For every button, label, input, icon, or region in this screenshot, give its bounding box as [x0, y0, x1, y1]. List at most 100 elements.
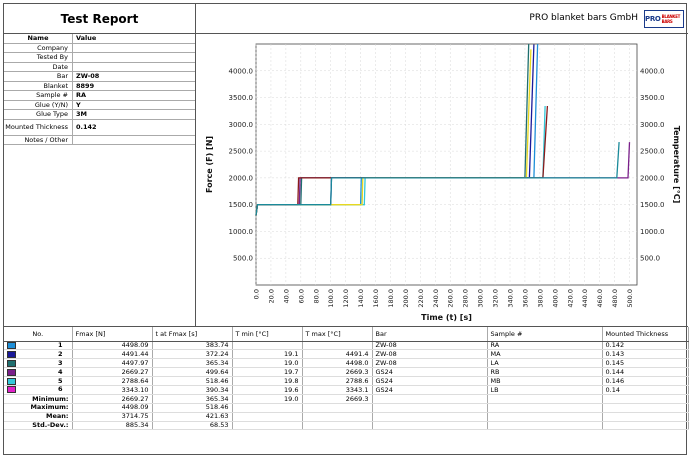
stat-fmax: 885.34	[72, 421, 153, 431]
info-panel-border	[4, 34, 196, 326]
cell-tmax: 3343.1	[302, 385, 373, 395]
table-row: 5 2788.64 518.46 19.8 2788.6 GS24 MB 0.146	[4, 376, 689, 386]
stat-fmax: 2669.27	[72, 394, 153, 404]
info-key: Glue Type	[4, 110, 73, 119]
info-value	[73, 136, 195, 145]
results-header-row: No. Fmax [N] t at Fmax [s] T min [°C] T max …	[4, 327, 689, 342]
y-tick-label: 1500.0	[229, 201, 254, 209]
cell-tfmax: 390.34	[152, 385, 233, 395]
row-number: 3	[57, 358, 63, 367]
x-tick-label: 120.0	[342, 289, 350, 308]
cell-bar: ZW-08	[372, 349, 488, 360]
cell-bar: GS24	[372, 367, 488, 378]
cell-bar: ZW-08	[372, 358, 488, 369]
cell-tmax	[302, 341, 373, 351]
y2-tick-label: 2500.0	[640, 148, 665, 156]
x-tick-label: 0.0	[253, 289, 261, 299]
report-title: Test Report	[4, 4, 196, 34]
x-tick-label: 340.0	[507, 289, 515, 308]
x-tick-label: 260.0	[447, 289, 455, 308]
cell-fmax: 4498.09	[72, 341, 153, 351]
info-key: Mounted Thickness	[4, 119, 73, 135]
stat-tfmax: 68.53	[152, 421, 233, 431]
info-row: Glue (Y/N) Y	[4, 100, 195, 110]
empty-cell	[487, 394, 603, 404]
cell-thick: 0.145	[602, 358, 689, 369]
info-row: Date	[4, 62, 195, 72]
info-row: Notes / Other	[4, 135, 195, 145]
x-tick-label: 40.0	[282, 289, 290, 303]
y-tick-label: 1000.0	[229, 228, 254, 236]
empty-cell	[487, 403, 603, 413]
cell-fmax: 4497.97	[72, 358, 153, 369]
results-col-header: T min [°C]	[232, 327, 303, 342]
series-swatch	[7, 350, 16, 358]
results-col-header: Mounted Thickness	[602, 327, 689, 342]
stat-tmin	[232, 421, 303, 431]
logo-text: PRO	[645, 15, 661, 23]
cell-fmax: 2788.64	[72, 376, 153, 386]
stat-tfmax: 421.63	[152, 412, 233, 422]
company-name: PRO blanket bars GmbH	[529, 13, 638, 23]
row-marker-cell: 1	[4, 341, 73, 351]
info-head-value: Value	[76, 34, 97, 43]
stat-label: Minimum:	[4, 394, 73, 404]
y2-tick-label: 1000.0	[640, 228, 665, 236]
stat-label: Mean:	[4, 412, 73, 422]
info-header-row: Name Value	[4, 34, 195, 44]
results-col-header: No.	[4, 327, 73, 342]
results-col-header: T max [°C]	[302, 327, 373, 342]
row-marker-cell: 3	[4, 358, 73, 369]
cell-tmax: 4491.4	[302, 349, 373, 360]
y-tick-label: 2500.0	[229, 148, 254, 156]
info-table: Name Value Company Tested By Date Bar ZW-08 B…	[4, 34, 196, 145]
y2-tick-label: 1500.0	[640, 201, 665, 209]
stat-fmax: 3714.75	[72, 412, 153, 422]
stat-tmax	[302, 412, 373, 422]
x-tick-label: 300.0	[477, 289, 485, 308]
info-value: RA	[76, 91, 87, 100]
info-row: Blanket 8899	[4, 81, 195, 91]
table-row: 1 4498.09 383.74 ZW-08 RA 0.142	[4, 341, 689, 351]
empty-cell	[372, 412, 488, 422]
plot-area	[255, 43, 638, 286]
empty-cell	[602, 403, 689, 413]
series-swatch	[7, 359, 16, 367]
cell-tmax: 4498.0	[302, 358, 373, 369]
cell-sample: LB	[487, 385, 603, 395]
row-number: 4	[57, 367, 63, 376]
stats-row: Maximum: 4498.09 518.46	[4, 403, 689, 413]
empty-cell	[372, 403, 488, 413]
cell-fmax: 2669.27	[72, 367, 153, 378]
x-axis-label: Time (t) [s]	[421, 313, 472, 322]
x-tick-label: 80.0	[312, 289, 320, 303]
cell-sample: LA	[487, 358, 603, 369]
cell-tmax: 2788.6	[302, 376, 373, 386]
cell-tmin: 19.8	[232, 376, 303, 386]
info-key: Bar	[4, 72, 73, 81]
stats-row: Minimum: 2669.27 365.34 19.0 2669.3	[4, 394, 689, 404]
x-tick-label: 480.0	[611, 289, 619, 308]
y-axis-label: Force (F) [N]	[205, 136, 214, 193]
stat-tmin: 19.0	[232, 394, 303, 404]
cell-tfmax: 365.34	[152, 358, 233, 369]
cell-tmin: 19.0	[232, 358, 303, 369]
row-number: 6	[57, 385, 63, 394]
x-tick-label: 420.0	[566, 289, 574, 308]
x-tick-label: 280.0	[462, 289, 470, 308]
info-row: Glue Type 3M	[4, 110, 195, 120]
cell-sample: RA	[487, 341, 603, 351]
results-body: 1 4498.09 383.74 ZW-08 RA 0.142 2 4491.44 372.24…	[4, 341, 689, 431]
cell-tfmax: 383.74	[152, 341, 233, 351]
cell-tfmax: 372.24	[152, 349, 233, 360]
y-tick-label: 2000.0	[229, 174, 254, 182]
info-value: 0.142	[76, 123, 97, 131]
info-key: Glue (Y/N)	[4, 100, 73, 109]
cell-sample: MB	[487, 376, 603, 386]
results-grid: No. Fmax [N] t at Fmax [s] T min [°C] T max …	[4, 327, 689, 431]
table-row: 2 4491.44 372.24 19.1 4491.4 ZW-08 MA 0.143	[4, 349, 689, 360]
info-value: ZW-08	[76, 72, 100, 81]
force-temperature-chart: 500.0 500.0 1000.0 1000.0 1500.0 1500.0 2000.0…	[196, 34, 688, 326]
y2-tick-label: 3500.0	[640, 94, 665, 102]
row-marker-cell: 6	[4, 385, 73, 395]
